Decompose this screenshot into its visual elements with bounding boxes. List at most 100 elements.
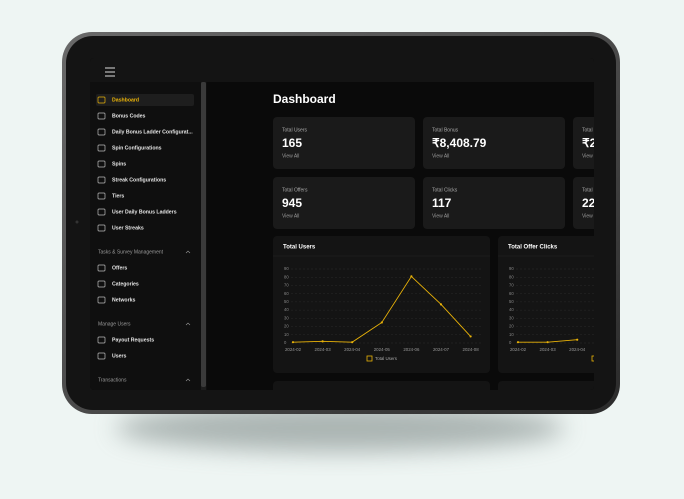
menu-item[interactable]: Spins: [112, 161, 126, 167]
card-label: Total Offers: [282, 187, 308, 193]
menu-icon: [97, 128, 106, 136]
x-tick-label: 2024-02: [510, 347, 527, 352]
y-tick-label: 0: [284, 340, 287, 345]
menu-item[interactable]: Tiers: [112, 193, 124, 199]
card-label: Total Bonus: [432, 127, 459, 133]
panel: [498, 381, 594, 390]
active-item-bg: [96, 94, 194, 106]
menu-item[interactable]: Spin Configurations: [112, 145, 162, 151]
menu-icon: [97, 208, 106, 216]
stat-card: [423, 117, 565, 169]
x-tick-label: 2024-08: [463, 347, 480, 352]
menu-icon: [97, 224, 106, 232]
menu-icon: [97, 160, 106, 168]
menu-item[interactable]: Categories: [112, 281, 139, 287]
y-tick-label: 60: [509, 291, 514, 296]
stat-card: [273, 117, 415, 169]
y-tick-label: 80: [284, 274, 289, 279]
screen: Dashboard Dashboard Bonus Codes Daily Bonu…: [90, 58, 597, 390]
section-title[interactable]: Manage Users: [98, 321, 131, 327]
card-link[interactable]: View All: [282, 213, 299, 219]
x-tick-label: 2024-04: [344, 347, 361, 352]
menu-icon: [97, 296, 106, 304]
point: [351, 341, 354, 344]
y-tick-label: 10: [509, 332, 514, 337]
camera: [75, 220, 79, 224]
card-value: 117: [432, 196, 452, 210]
menu-icon: [97, 352, 106, 360]
y-tick-label: 30: [284, 315, 289, 320]
legend-swatch: [366, 355, 373, 362]
point: [469, 335, 472, 338]
menu-item[interactable]: Offers: [112, 265, 127, 271]
y-tick-label: 50: [284, 299, 289, 304]
legend-label: Total Users: [375, 356, 398, 361]
menu-icon: [97, 144, 106, 152]
menu-icon: [97, 336, 106, 344]
stat-card: [273, 177, 415, 229]
x-tick-label: 2024-02: [285, 347, 302, 352]
y-tick-label: 0: [509, 340, 512, 345]
card-label: Total Clicks: [432, 187, 458, 193]
card-label: Total: [582, 187, 593, 193]
chart-panel: [498, 236, 594, 373]
y-tick-label: 20: [284, 324, 289, 329]
point: [576, 338, 579, 341]
x-tick-label: 2024-04: [569, 347, 586, 352]
panel: [273, 381, 490, 390]
card-value: ₹2: [582, 136, 597, 150]
x-tick-label: 2024-05: [374, 347, 391, 352]
menu-item[interactable]: Users: [112, 353, 127, 359]
chevron: [185, 250, 191, 254]
y-tick-label: 50: [509, 299, 514, 304]
card-link[interactable]: View All: [282, 153, 299, 159]
x-tick-label: 2024-06: [403, 347, 420, 352]
y-tick-label: 90: [284, 266, 289, 271]
chevron: [185, 378, 191, 382]
x-tick-label: 2024-07: [433, 347, 450, 352]
page-title: Dashboard: [273, 92, 336, 106]
card-link[interactable]: View: [582, 213, 593, 219]
point: [321, 340, 324, 343]
x-tick-label: 2024-03: [540, 347, 557, 352]
card-link[interactable]: View All: [432, 153, 449, 159]
menu-item[interactable]: User Daily Bonus Ladders: [112, 209, 177, 215]
y-tick-label: 60: [284, 291, 289, 296]
top-bar: [90, 58, 594, 82]
y-tick-label: 40: [509, 307, 514, 312]
menu-item[interactable]: Dashboard: [112, 97, 139, 103]
menu-item[interactable]: Networks: [112, 297, 135, 303]
y-tick-label: 70: [284, 283, 289, 288]
y-tick-label: 70: [509, 283, 514, 288]
point: [410, 275, 413, 278]
chevron: [185, 322, 191, 326]
card-label: Total Users: [282, 127, 308, 133]
chart-title: Total Users: [283, 245, 316, 251]
point: [291, 341, 295, 344]
menu-button[interactable]: [105, 67, 115, 77]
section-title[interactable]: Tasks & Survey Management: [98, 249, 164, 255]
menu-icon: [97, 176, 106, 184]
menu-item[interactable]: Bonus Codes: [112, 113, 146, 119]
card-link[interactable]: View All: [432, 213, 449, 219]
sidebar: [90, 82, 207, 390]
scrollbar-thumb[interactable]: [201, 82, 206, 387]
y-tick-label: 80: [509, 274, 514, 279]
card-link[interactable]: View: [582, 153, 593, 159]
card-value: ₹8,408.79: [432, 136, 487, 150]
menu-item[interactable]: User Streaks: [112, 225, 144, 231]
section-title[interactable]: Transactions: [98, 377, 127, 383]
menu-icon: [97, 264, 106, 272]
menu-icon: [97, 112, 106, 120]
menu-item[interactable]: Payout Requests: [112, 337, 154, 343]
card-label: Total: [582, 127, 593, 133]
y-tick-label: 10: [284, 332, 289, 337]
menu-item[interactable]: Daily Bonus Ladder Configurat...: [112, 129, 193, 135]
y-tick-label: 30: [509, 315, 514, 320]
menu-icon: [97, 192, 106, 200]
y-tick-label: 40: [284, 307, 289, 312]
chart-panel: [273, 236, 490, 373]
card-value: 165: [282, 136, 302, 150]
point: [439, 303, 443, 306]
menu-item[interactable]: Streak Configurations: [112, 177, 166, 183]
